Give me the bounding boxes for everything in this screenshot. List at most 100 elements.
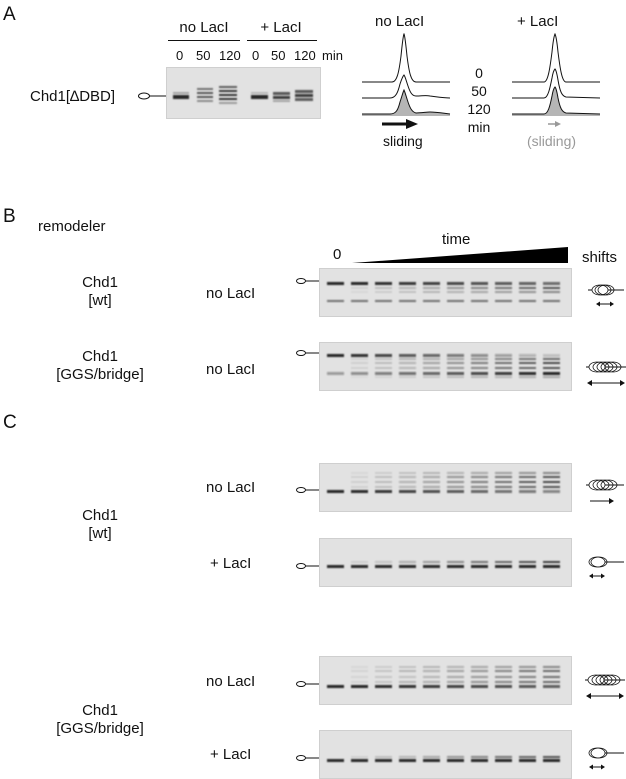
- gel-band: [351, 300, 368, 302]
- densitometry-traces-plus-laci: [512, 32, 601, 116]
- nucleosome-icon: [296, 350, 319, 356]
- gel-band: [327, 685, 344, 688]
- gel-band: [399, 282, 416, 285]
- gel-band: [447, 376, 464, 378]
- gel-band: [351, 287, 368, 289]
- gel-band: [447, 354, 464, 357]
- gel-band: [327, 300, 344, 302]
- gel-band: [519, 376, 536, 378]
- gel-band: [399, 676, 416, 678]
- gel-band: [399, 358, 416, 360]
- gel-band: [351, 476, 368, 478]
- gel-band: [399, 565, 416, 568]
- gel-band: [495, 472, 512, 474]
- gel-band: [375, 486, 392, 488]
- construct-label: Chd1[∆DBD]: [30, 88, 116, 105]
- gel-b-chd1-ggs-no-laci: [319, 342, 572, 391]
- gel-band: [543, 291, 560, 293]
- gel-band: [423, 490, 440, 493]
- gel-band: [399, 367, 416, 369]
- group-label-plus-laci: + LacI: [260, 19, 302, 36]
- gel-band: [375, 354, 392, 357]
- gel-band: [423, 472, 440, 474]
- gel-band: [519, 565, 536, 568]
- gel-bands: [327, 756, 560, 762]
- gel-band: [375, 372, 392, 375]
- time-label-0: 0: [252, 48, 260, 63]
- remodeler-name-wt: Chd1 [wt]: [60, 508, 140, 541]
- gel-band: [351, 561, 368, 563]
- gel-band: [519, 486, 536, 488]
- gel-band: [495, 354, 512, 357]
- gel-band: [375, 476, 392, 478]
- gel-bands: [327, 666, 560, 688]
- gel-band: [471, 565, 488, 568]
- gel-band: [543, 486, 560, 488]
- gel-band: [519, 287, 536, 289]
- gel-band: [543, 666, 560, 668]
- gel-band: [375, 670, 392, 672]
- gel-band: [351, 367, 368, 369]
- gel-band: [375, 472, 392, 474]
- gel-band: [519, 300, 536, 302]
- gel-band: [447, 358, 464, 360]
- gel-band: [519, 372, 536, 375]
- gel-band: [471, 362, 488, 364]
- gel-band: [375, 759, 392, 762]
- gel-band: [519, 476, 536, 478]
- gel-band: [423, 291, 440, 293]
- gel-band: [399, 287, 416, 289]
- gel-band: [519, 481, 536, 483]
- gel-c-chd1-ggs-no-laci: [319, 656, 572, 705]
- gel-band: [351, 282, 368, 285]
- gel-bands: [327, 282, 560, 302]
- gel-band: [399, 354, 416, 357]
- gel-band: [423, 367, 440, 369]
- trace-time-120: 120: [467, 101, 491, 117]
- remodeler-label: remodeler: [38, 218, 106, 235]
- gel-band: [375, 561, 392, 563]
- faded-sliding-arrow-icon: [548, 121, 561, 127]
- gel-band: [495, 490, 512, 493]
- gel-band: [543, 685, 560, 688]
- gel-band: [375, 685, 392, 688]
- nucleosome-icon: [296, 681, 319, 687]
- gel-band: [471, 670, 488, 672]
- gel-band: [447, 300, 464, 302]
- gel-band: [447, 372, 464, 375]
- gel-band: [495, 358, 512, 360]
- gel-bands: [327, 561, 560, 568]
- gel-band: [447, 565, 464, 568]
- gel-band: [351, 486, 368, 488]
- gel-band: [399, 756, 416, 758]
- gel-band: [519, 756, 536, 758]
- shifts-directional-icon: [586, 479, 624, 504]
- gel-band: [399, 376, 416, 378]
- condition-label: no LacI: [206, 285, 256, 302]
- time-unit-label: min: [322, 48, 343, 63]
- remodeler-name-line2: [GGS/bridge]: [56, 720, 144, 737]
- gel-band: [351, 362, 368, 364]
- gel-band: [399, 670, 416, 672]
- gel-band: [471, 486, 488, 488]
- gel-band: [423, 561, 440, 563]
- gel-band: [447, 362, 464, 364]
- gel-band: [399, 291, 416, 293]
- gel-band: [543, 472, 560, 474]
- gel-band: [423, 362, 440, 364]
- gel-band: [375, 376, 392, 378]
- gel-band: [519, 472, 536, 474]
- gel-band: [543, 756, 560, 758]
- gel-band: [399, 666, 416, 668]
- nucleosome-icon: [296, 563, 319, 569]
- gel-band: [495, 476, 512, 478]
- gel-band: [375, 362, 392, 364]
- gel-band: [471, 358, 488, 360]
- shifts-blocked-icon: [588, 747, 624, 770]
- gel-band: [447, 666, 464, 668]
- nucleosome-icon: [296, 755, 319, 761]
- gel-band: [543, 565, 560, 568]
- trace-title-no-laci: no LacI: [375, 13, 425, 30]
- group-label-no-laci: no LacI: [179, 19, 229, 36]
- gel-band: [351, 685, 368, 688]
